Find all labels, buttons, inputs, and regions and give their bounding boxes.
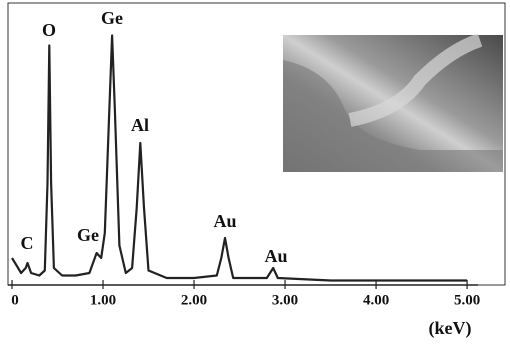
peak-label: Au [264, 246, 287, 266]
peak-label: Ge [101, 8, 123, 28]
peak-label: Ge [77, 225, 99, 245]
x-tick-label: 1.00 [90, 292, 116, 308]
inset-micrograph [283, 35, 503, 172]
peak-label: Au [213, 211, 236, 231]
page: {"chart_data": { "type": "line", "x_labe… [0, 0, 510, 345]
x-tick-label: 4.00 [363, 292, 389, 308]
x-tick-label: 3.00 [272, 292, 298, 308]
x-axis-label: (keV) [429, 318, 472, 339]
peak-label: O [42, 20, 56, 40]
peak-label: Al [131, 115, 149, 135]
x-tick-label: 0 [11, 292, 19, 308]
peak-label: C [21, 233, 34, 253]
x-tick-label: 2.00 [181, 292, 207, 308]
chart: (keV) 0 1.00 2.00 3.00 4.00 5.00 C O Ge Ge Al Au Au [0, 0, 510, 345]
x-tick-label: 5.00 [454, 292, 480, 308]
